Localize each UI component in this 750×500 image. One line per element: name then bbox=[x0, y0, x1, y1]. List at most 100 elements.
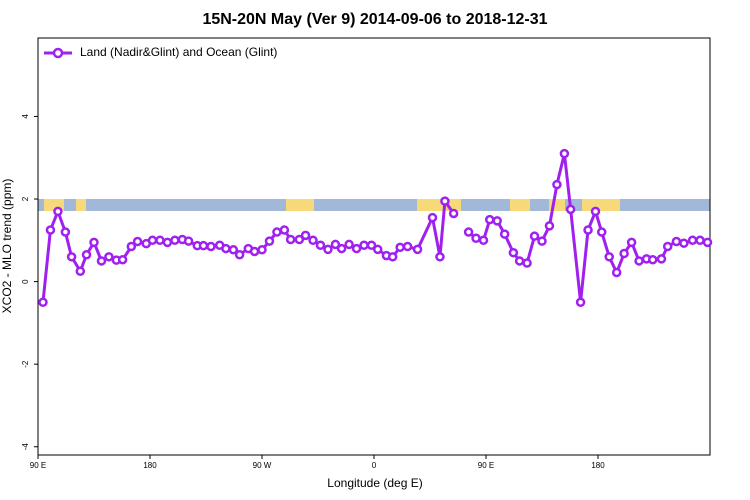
data-point bbox=[45, 225, 56, 235]
data-point bbox=[279, 225, 290, 235]
y-tick-label: 4 bbox=[21, 114, 30, 119]
data-point bbox=[147, 235, 158, 246]
data-point bbox=[300, 230, 311, 241]
data-point bbox=[514, 256, 525, 266]
data-point bbox=[234, 250, 245, 260]
data-point bbox=[596, 227, 607, 237]
data-point bbox=[170, 235, 180, 246]
data-point bbox=[702, 237, 713, 248]
data-point bbox=[294, 234, 305, 245]
data-point bbox=[427, 212, 438, 223]
data-point bbox=[155, 235, 165, 246]
x-axis-label: Longitude (deg E) bbox=[327, 476, 422, 490]
data-point bbox=[412, 244, 423, 255]
y-tick-label: -2 bbox=[21, 360, 30, 368]
data-point bbox=[448, 208, 459, 219]
y-tick-label: -4 bbox=[21, 443, 30, 451]
data-point bbox=[285, 234, 296, 245]
data-point bbox=[435, 252, 445, 262]
x-tick-label: 180 bbox=[143, 461, 157, 470]
data-point bbox=[315, 240, 326, 251]
data-point bbox=[559, 148, 570, 159]
data-point bbox=[575, 297, 586, 307]
map-band bbox=[38, 199, 710, 211]
data-point bbox=[38, 297, 48, 307]
x-tick-label: 0 bbox=[372, 461, 377, 470]
data-point bbox=[81, 250, 92, 260]
data-point bbox=[60, 227, 71, 237]
data-point bbox=[626, 237, 637, 248]
data-point bbox=[359, 240, 369, 251]
data-point bbox=[308, 235, 318, 246]
data-point bbox=[336, 243, 347, 254]
data-point bbox=[552, 179, 562, 190]
x-tick-label: 90 E bbox=[30, 461, 46, 470]
data-point bbox=[198, 240, 209, 251]
data-point bbox=[351, 243, 362, 254]
x-tick-label: 90 W bbox=[253, 461, 272, 470]
data-point bbox=[648, 254, 658, 265]
data-point bbox=[96, 256, 107, 266]
data-point bbox=[544, 221, 555, 231]
data-point bbox=[440, 196, 450, 206]
legend-label: Land (Nadir&Glint) and Ocean (Glint) bbox=[80, 45, 277, 59]
data-point bbox=[117, 254, 128, 265]
data-point bbox=[463, 227, 474, 237]
data-point bbox=[611, 267, 622, 278]
chart-title: 15N-20N May (Ver 9) 2014-09-06 to 2018-1… bbox=[202, 11, 547, 28]
data-point bbox=[499, 229, 510, 239]
data-point bbox=[249, 246, 260, 257]
data-point bbox=[687, 235, 698, 246]
data-point bbox=[366, 240, 377, 251]
y-tick-label: 2 bbox=[21, 196, 30, 201]
data-point bbox=[66, 252, 77, 262]
x-tick-label: 180 bbox=[591, 461, 605, 470]
data-point bbox=[387, 252, 398, 262]
data-point bbox=[372, 244, 383, 255]
data-point bbox=[484, 214, 495, 225]
data-point bbox=[344, 239, 354, 250]
data-point bbox=[183, 236, 194, 246]
data-point bbox=[662, 241, 673, 252]
data-point bbox=[583, 225, 593, 235]
y-axis-label: XCO2 - MLO trend (ppm) bbox=[0, 179, 14, 314]
data-point bbox=[330, 239, 341, 250]
data-point bbox=[619, 248, 629, 259]
data-point bbox=[537, 236, 547, 246]
land-shape bbox=[76, 199, 86, 211]
land-shape bbox=[582, 199, 620, 211]
legend-marker bbox=[52, 47, 64, 59]
data-point bbox=[257, 245, 267, 255]
series-line bbox=[41, 153, 708, 303]
ocean-band bbox=[38, 199, 710, 211]
data-point bbox=[162, 237, 173, 248]
data-point bbox=[53, 206, 63, 217]
data-point bbox=[590, 206, 601, 217]
data-point bbox=[671, 236, 682, 247]
land-shape bbox=[510, 199, 530, 211]
data-point bbox=[492, 216, 502, 226]
x-tick-label: 90 E bbox=[478, 461, 494, 470]
y-tick-label: 0 bbox=[21, 279, 30, 284]
land-shape bbox=[286, 199, 314, 211]
data-point bbox=[656, 254, 667, 264]
data-point bbox=[75, 266, 86, 277]
data-point bbox=[104, 252, 114, 262]
data-point bbox=[132, 236, 143, 247]
data-point bbox=[522, 258, 532, 268]
data-point bbox=[323, 244, 333, 255]
data-point bbox=[695, 235, 705, 246]
data-point bbox=[508, 247, 519, 258]
data-point bbox=[679, 238, 689, 248]
data-point bbox=[395, 242, 405, 253]
data-point bbox=[272, 227, 282, 237]
data-point bbox=[228, 245, 239, 255]
data-point bbox=[565, 204, 576, 215]
data-point bbox=[402, 241, 413, 252]
data-point bbox=[89, 237, 99, 248]
data-point bbox=[478, 235, 489, 246]
data-point bbox=[264, 236, 275, 246]
data-point bbox=[221, 243, 231, 254]
data-point bbox=[206, 241, 216, 252]
